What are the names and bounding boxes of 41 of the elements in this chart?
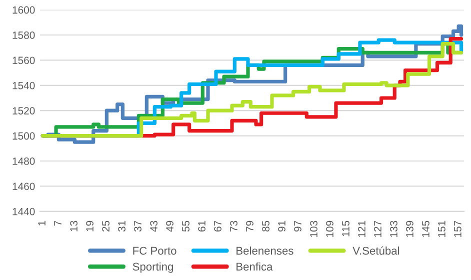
- x-tick-label: 79: [246, 220, 254, 232]
- x-tick-label: 109: [326, 220, 334, 238]
- x-tick-label: 67: [214, 220, 222, 232]
- x-tick-label: 55: [182, 220, 190, 232]
- y-tick-label: 1500: [12, 132, 35, 140]
- x-tick-label: 115: [342, 220, 350, 236]
- legend-label: FC Porto: [133, 246, 176, 255]
- y-tick-label: 1540: [12, 82, 35, 90]
- x-tick-label: 49: [166, 220, 174, 232]
- x-tick-label: 145: [422, 220, 430, 238]
- y-tick-label: 1460: [12, 182, 35, 190]
- x-tick-label: 1: [38, 220, 46, 226]
- y-tick-label: 1600: [12, 6, 35, 14]
- y-tick-label: 1480: [12, 158, 35, 165]
- x-tick-label: 37: [134, 220, 142, 232]
- y-tick-label: 1520: [12, 107, 35, 114]
- x-tick-label: 73: [230, 220, 238, 232]
- x-tick-label: 103: [310, 220, 318, 238]
- x-tick-label: 19: [86, 220, 94, 232]
- legend-label: Belenenses: [236, 246, 294, 255]
- x-tick-label: 25: [102, 220, 110, 232]
- y-tick-label: 1580: [12, 32, 35, 39]
- x-tick-label: 139: [406, 220, 414, 238]
- x-tick-label: 91: [278, 220, 286, 232]
- x-tick-label: 151: [438, 220, 446, 238]
- x-tick-label: 133: [390, 220, 398, 238]
- legend-label: V.Setúbal: [352, 246, 400, 255]
- legend-label: Sporting: [132, 262, 173, 273]
- y-tick-label: 1560: [12, 56, 35, 64]
- x-tick-label: 7: [54, 220, 62, 226]
- y-tick-label: 1440: [12, 208, 35, 216]
- x-tick-label: 157: [454, 220, 462, 238]
- x-tick-label: 127: [374, 220, 382, 238]
- x-tick-label: 61: [198, 220, 206, 232]
- x-tick-label: 43: [150, 220, 158, 232]
- x-tick-label: 85: [262, 220, 270, 232]
- x-tick-label: 121: [358, 220, 366, 238]
- x-tick-label: 13: [70, 220, 78, 232]
- x-tick-label: 97: [294, 220, 302, 232]
- x-tick-label: 31: [118, 220, 126, 232]
- legend-label: Benfica: [236, 262, 273, 271]
